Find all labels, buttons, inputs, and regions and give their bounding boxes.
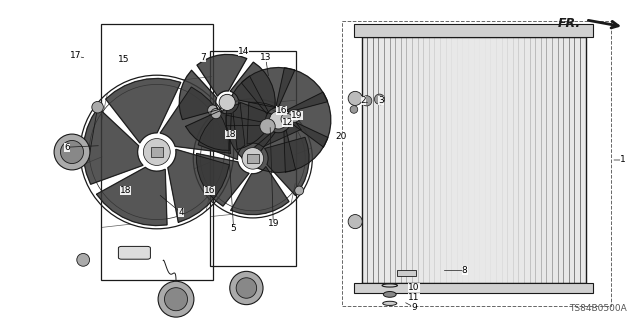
Text: 15: 15 bbox=[118, 55, 129, 64]
Text: 16: 16 bbox=[204, 186, 215, 195]
Text: 18: 18 bbox=[225, 130, 236, 139]
Polygon shape bbox=[179, 70, 218, 120]
Polygon shape bbox=[196, 154, 249, 206]
Ellipse shape bbox=[236, 278, 257, 298]
Ellipse shape bbox=[207, 105, 218, 115]
Text: 9: 9 bbox=[412, 303, 417, 312]
Ellipse shape bbox=[61, 140, 83, 164]
Ellipse shape bbox=[348, 214, 362, 228]
Polygon shape bbox=[106, 78, 180, 143]
Text: 1: 1 bbox=[620, 156, 625, 164]
Text: 17: 17 bbox=[70, 52, 81, 60]
Polygon shape bbox=[226, 76, 268, 126]
Polygon shape bbox=[276, 68, 328, 112]
Text: FR.: FR. bbox=[558, 17, 581, 29]
Text: 16: 16 bbox=[276, 106, 287, 115]
Ellipse shape bbox=[260, 119, 275, 134]
Ellipse shape bbox=[383, 301, 397, 305]
FancyBboxPatch shape bbox=[118, 246, 150, 259]
Polygon shape bbox=[97, 167, 167, 226]
Polygon shape bbox=[242, 130, 296, 172]
Text: 19: 19 bbox=[268, 220, 279, 228]
Text: 20: 20 bbox=[335, 132, 347, 141]
Ellipse shape bbox=[230, 271, 263, 305]
Ellipse shape bbox=[295, 186, 304, 195]
Bar bbox=[354, 24, 593, 37]
Bar bbox=[354, 283, 593, 293]
Text: 7: 7 bbox=[201, 53, 206, 62]
Ellipse shape bbox=[348, 92, 362, 105]
Text: 2: 2 bbox=[361, 96, 366, 105]
Polygon shape bbox=[198, 104, 245, 159]
Polygon shape bbox=[83, 108, 143, 184]
Polygon shape bbox=[362, 37, 586, 283]
Text: 12: 12 bbox=[282, 118, 293, 127]
Ellipse shape bbox=[211, 108, 221, 119]
Bar bbox=[247, 154, 259, 163]
Ellipse shape bbox=[143, 139, 170, 165]
Text: 11: 11 bbox=[408, 293, 420, 302]
Polygon shape bbox=[186, 111, 231, 150]
Text: 3: 3 bbox=[378, 96, 383, 105]
Text: TS84B0500A: TS84B0500A bbox=[570, 304, 627, 313]
Ellipse shape bbox=[242, 148, 264, 169]
Polygon shape bbox=[230, 62, 275, 108]
Polygon shape bbox=[264, 137, 309, 195]
Polygon shape bbox=[168, 149, 229, 222]
Ellipse shape bbox=[374, 94, 385, 104]
Ellipse shape bbox=[158, 281, 194, 317]
Text: 4: 4 bbox=[179, 208, 184, 217]
Polygon shape bbox=[226, 115, 275, 164]
Polygon shape bbox=[284, 120, 328, 172]
Ellipse shape bbox=[92, 101, 104, 113]
Text: 6: 6 bbox=[65, 143, 70, 152]
Ellipse shape bbox=[54, 134, 90, 170]
Text: 18: 18 bbox=[120, 186, 131, 195]
Text: 8: 8 bbox=[462, 266, 467, 275]
Polygon shape bbox=[247, 102, 301, 147]
Text: 13: 13 bbox=[260, 53, 271, 62]
Polygon shape bbox=[241, 68, 295, 114]
Text: 14: 14 bbox=[237, 47, 249, 56]
Polygon shape bbox=[287, 92, 331, 147]
Ellipse shape bbox=[164, 288, 188, 311]
Ellipse shape bbox=[362, 96, 372, 106]
Ellipse shape bbox=[219, 94, 236, 110]
Polygon shape bbox=[233, 102, 273, 149]
Ellipse shape bbox=[383, 292, 396, 297]
Text: 19: 19 bbox=[291, 111, 303, 120]
Polygon shape bbox=[197, 54, 247, 96]
Bar bbox=[151, 147, 163, 157]
Bar bbox=[397, 270, 416, 276]
Text: 10: 10 bbox=[408, 283, 420, 292]
Ellipse shape bbox=[77, 253, 90, 266]
Polygon shape bbox=[160, 87, 230, 153]
Ellipse shape bbox=[281, 113, 292, 125]
Ellipse shape bbox=[269, 111, 287, 129]
Ellipse shape bbox=[288, 109, 301, 122]
Polygon shape bbox=[231, 166, 289, 215]
Ellipse shape bbox=[350, 106, 358, 113]
Text: 5: 5 bbox=[231, 224, 236, 233]
